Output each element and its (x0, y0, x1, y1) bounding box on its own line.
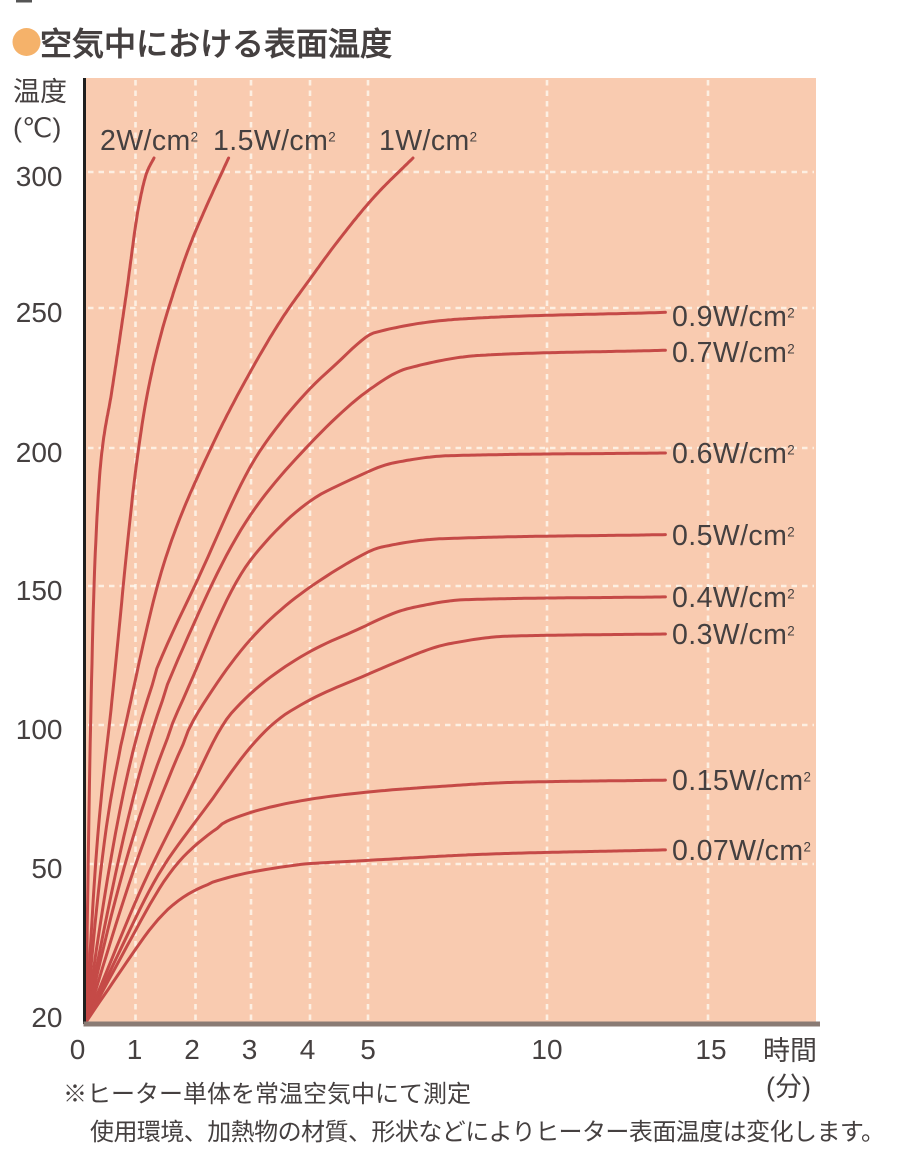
svg-text:※ヒーター単体を常温空気中にて測定: ※ヒーター単体を常温空気中にて測定 (63, 1081, 471, 1108)
svg-text:20: 20 (31, 1002, 62, 1033)
svg-text:15: 15 (695, 1034, 726, 1065)
svg-text:0.6W/cm2: 0.6W/cm2 (672, 438, 795, 470)
svg-text:10: 10 (531, 1034, 562, 1065)
svg-text:5: 5 (360, 1034, 376, 1065)
svg-text:100: 100 (16, 714, 63, 745)
svg-text:空気中における表面温度: 空気中における表面温度 (40, 26, 392, 62)
svg-text:1: 1 (127, 1034, 143, 1065)
svg-text:温度: 温度 (13, 77, 67, 107)
svg-text:0.07W/cm2: 0.07W/cm2 (672, 835, 811, 867)
svg-text:2W/cm2: 2W/cm2 (100, 125, 199, 157)
svg-text:使用環境、加熱物の材質、形状などによりヒーター表面温度は変化: 使用環境、加熱物の材質、形状などによりヒーター表面温度は変化します。 (90, 1119, 884, 1146)
svg-text:0.4W/cm2: 0.4W/cm2 (672, 582, 795, 614)
svg-text:3: 3 (242, 1034, 258, 1065)
svg-text:300: 300 (16, 161, 63, 192)
svg-text:1W/cm2: 1W/cm2 (379, 125, 478, 157)
svg-text:(℃): (℃) (13, 113, 61, 143)
svg-text:150: 150 (16, 575, 63, 606)
svg-text:0.7W/cm2: 0.7W/cm2 (672, 337, 795, 369)
svg-text:0.15W/cm2: 0.15W/cm2 (672, 765, 811, 797)
svg-text:50: 50 (31, 853, 62, 884)
svg-text:0.9W/cm2: 0.9W/cm2 (672, 301, 795, 333)
svg-text:250: 250 (16, 297, 63, 328)
svg-text:4: 4 (300, 1034, 316, 1065)
svg-text:2: 2 (184, 1034, 200, 1065)
svg-text:200: 200 (16, 437, 63, 468)
svg-text:0: 0 (70, 1034, 86, 1065)
svg-text:0.3W/cm2: 0.3W/cm2 (672, 619, 795, 651)
svg-text:1.5W/cm2: 1.5W/cm2 (213, 125, 336, 157)
svg-text:時間: 時間 (763, 1036, 817, 1066)
svg-text:0.5W/cm2: 0.5W/cm2 (672, 520, 795, 552)
svg-text:(分): (分) (766, 1072, 811, 1102)
